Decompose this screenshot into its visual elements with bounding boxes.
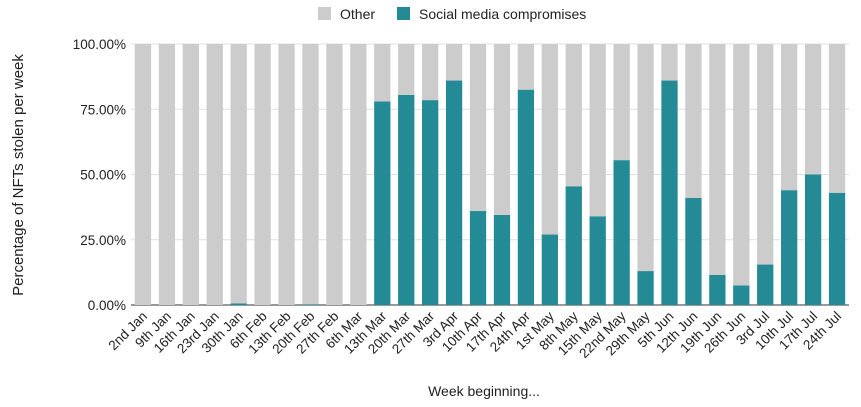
bar-social-media-compromises (685, 197, 702, 305)
y-axis-label: Percentage of NFTs stolen per week (10, 54, 27, 296)
bar-other (637, 44, 654, 272)
bar-social-media-compromises (541, 234, 558, 305)
bar-other (589, 44, 606, 217)
bar-other (541, 44, 558, 235)
legend-swatch (318, 7, 331, 20)
bar-other (781, 44, 798, 191)
gridlines (131, 43, 849, 306)
bar-social-media-compromises (302, 304, 319, 305)
y-tick-label: 100.00% (73, 37, 126, 52)
y-tick-label: 25.00% (80, 233, 126, 248)
bar-social-media-compromises (828, 192, 846, 305)
y-axis-ticks: 0.00% 25.00% 50.00% 75.00% 100.00% (73, 37, 126, 313)
y-tick-label: 75.00% (80, 102, 126, 117)
bar-other (661, 44, 678, 81)
bar-social-media-compromises (469, 211, 487, 305)
bar-social-media-compromises (709, 274, 726, 305)
bar-social-media-compromises (781, 190, 798, 305)
bar-other (828, 44, 846, 193)
bar-other (804, 44, 822, 175)
bar-social-media-compromises (613, 160, 630, 305)
bar-other (278, 44, 295, 305)
bar-other (182, 44, 199, 305)
bar-social-media-compromises (230, 303, 247, 305)
bar-social-media-compromises (422, 100, 439, 306)
bar-other (374, 44, 391, 102)
bar-other (685, 44, 702, 198)
legend: Other Social media compromises (318, 6, 586, 22)
legend-label: Social media compromises (419, 6, 586, 22)
legend-label: Other (340, 6, 375, 22)
bar-other (398, 44, 415, 95)
bar-social-media-compromises (733, 285, 750, 305)
bar-social-media-compromises (804, 174, 822, 305)
bar-other (350, 44, 367, 305)
bar-other (422, 44, 439, 101)
bar-other (493, 44, 511, 215)
bar-other (134, 44, 152, 305)
bar-social-media-compromises (757, 264, 774, 305)
bar-social-media-compromises (589, 216, 606, 305)
bar-social-media-compromises (493, 214, 511, 305)
bar-social-media-compromises (374, 101, 391, 305)
bars (134, 44, 846, 306)
bar-other (445, 44, 463, 81)
bar-other (469, 44, 487, 212)
bar-other (613, 44, 630, 161)
bar-other (230, 44, 247, 304)
bar-social-media-compromises (565, 186, 582, 305)
bar-other (565, 44, 582, 187)
x-axis-label: Week beginning... (428, 383, 540, 399)
y-tick-label: 50.00% (80, 168, 126, 183)
bar-other (206, 44, 223, 305)
bar-other (709, 44, 726, 275)
bar-social-media-compromises (445, 80, 463, 305)
bar-other (517, 44, 535, 90)
bar-social-media-compromises (398, 94, 415, 306)
bar-social-media-compromises (637, 271, 654, 305)
y-tick-label: 0.00% (88, 298, 126, 313)
legend-swatch (397, 7, 410, 20)
bar-other (254, 44, 271, 305)
bar-other (757, 44, 774, 265)
bar-other (302, 44, 319, 305)
bar-social-media-compromises (661, 80, 678, 305)
bar-social-media-compromises (517, 89, 535, 305)
bar-other (158, 44, 176, 305)
bar-other (733, 44, 750, 286)
bar-other (326, 44, 343, 305)
